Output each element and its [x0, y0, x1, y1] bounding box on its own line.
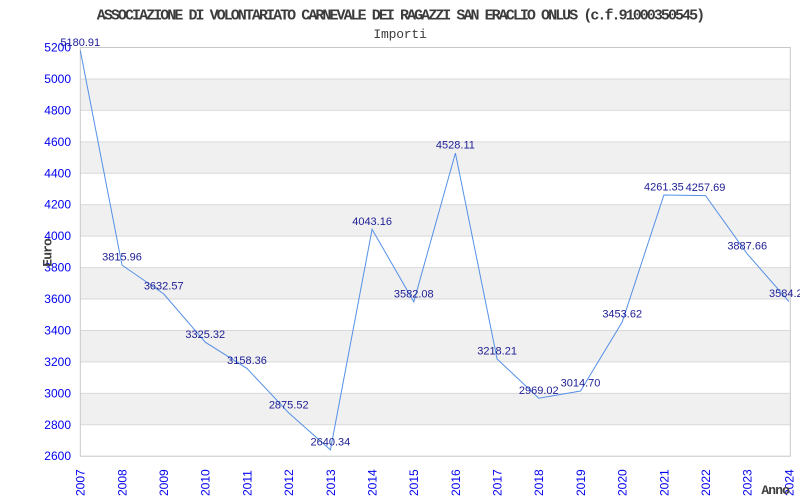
svg-text:3800: 3800 — [44, 261, 71, 275]
svg-text:4528.11: 4528.11 — [436, 140, 475, 152]
svg-text:3815.96: 3815.96 — [102, 252, 142, 264]
svg-text:3600: 3600 — [44, 292, 71, 306]
svg-text:2020: 2020 — [616, 469, 630, 496]
svg-text:3584.24: 3584.24 — [769, 288, 800, 300]
svg-text:2018: 2018 — [532, 469, 546, 496]
svg-text:3582.08: 3582.08 — [394, 288, 434, 300]
svg-text:3218.21: 3218.21 — [477, 346, 517, 358]
svg-text:2969.02: 2969.02 — [519, 385, 559, 397]
svg-text:2024: 2024 — [782, 469, 796, 496]
svg-text:4600: 4600 — [44, 135, 71, 149]
svg-text:3400: 3400 — [44, 323, 71, 337]
svg-text:3887.66: 3887.66 — [727, 240, 767, 252]
svg-text:2015: 2015 — [407, 469, 421, 496]
svg-text:4400: 4400 — [44, 166, 71, 180]
svg-text:2012: 2012 — [282, 469, 296, 496]
svg-text:2013: 2013 — [324, 469, 338, 496]
svg-text:4261.35: 4261.35 — [644, 182, 684, 194]
svg-text:3453.62: 3453.62 — [602, 309, 642, 321]
svg-text:4257.69: 4257.69 — [686, 182, 726, 194]
svg-text:3325.32: 3325.32 — [185, 329, 225, 341]
svg-text:5180.91: 5180.91 — [60, 37, 100, 49]
svg-text:2023: 2023 — [741, 469, 755, 496]
svg-text:2010: 2010 — [199, 469, 213, 496]
svg-text:4000: 4000 — [44, 229, 71, 243]
svg-text:3014.70: 3014.70 — [561, 378, 601, 390]
svg-text:5200: 5200 — [44, 41, 71, 55]
svg-text:2011: 2011 — [240, 470, 254, 496]
svg-text:2009: 2009 — [157, 469, 171, 496]
svg-text:2016: 2016 — [449, 469, 463, 496]
svg-text:3158.36: 3158.36 — [227, 355, 267, 367]
svg-text:2019: 2019 — [574, 469, 588, 496]
svg-text:4200: 4200 — [44, 198, 71, 212]
svg-text:2008: 2008 — [115, 469, 129, 496]
svg-text:2600: 2600 — [44, 449, 71, 463]
svg-text:2017: 2017 — [491, 469, 505, 496]
svg-text:2800: 2800 — [44, 418, 71, 432]
svg-text:3632.57: 3632.57 — [144, 281, 184, 293]
svg-text:2022: 2022 — [699, 469, 713, 496]
svg-text:Importi: Importi — [373, 27, 427, 42]
svg-text:2640.34: 2640.34 — [311, 437, 351, 449]
svg-text:3000: 3000 — [44, 386, 71, 400]
svg-text:Euro: Euro — [41, 238, 56, 267]
svg-text:2021: 2021 — [657, 469, 671, 496]
svg-text:2007: 2007 — [74, 469, 88, 496]
svg-text:3200: 3200 — [44, 355, 71, 369]
svg-text:Anno: Anno — [761, 483, 790, 498]
svg-text:4043.16: 4043.16 — [352, 216, 392, 228]
svg-text:5000: 5000 — [44, 72, 71, 86]
svg-text:2014: 2014 — [366, 469, 380, 496]
svg-text:2875.52: 2875.52 — [269, 400, 309, 412]
svg-text:ASSOCIAZIONE DI VOLONTARIATO C: ASSOCIAZIONE DI VOLONTARIATO CARNEVALE D… — [97, 8, 703, 25]
svg-text:4800: 4800 — [44, 103, 71, 117]
